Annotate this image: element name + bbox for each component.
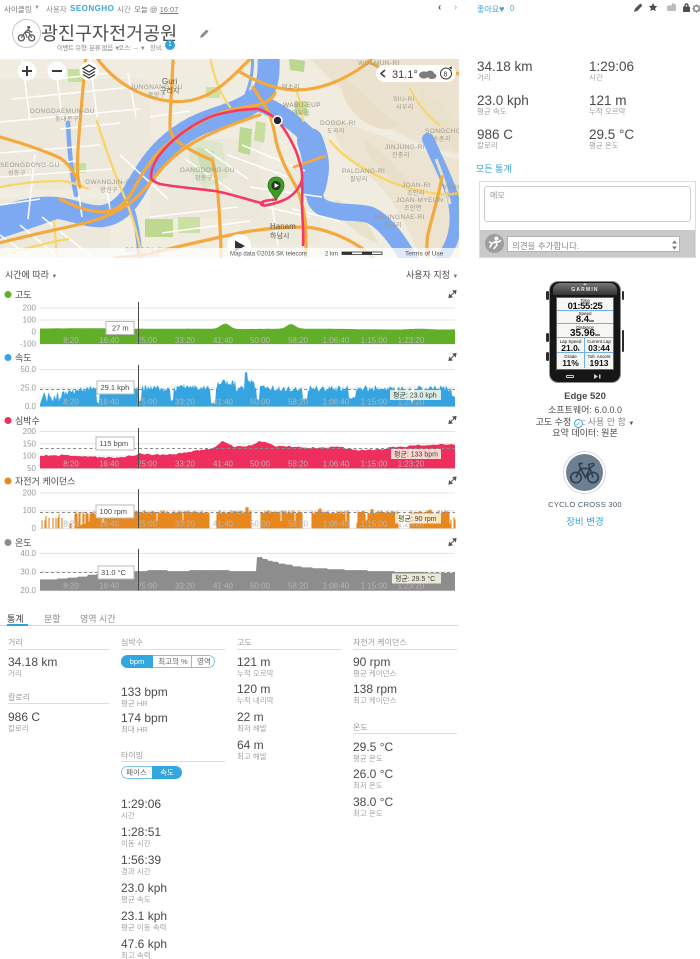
svg-text:도곡리: 도곡리 [327, 127, 345, 135]
svg-text:양서: 양서 [447, 191, 459, 199]
svg-text:50: 50 [27, 464, 36, 473]
svg-text:200: 200 [23, 427, 37, 436]
svg-text:송촌리: 송촌리 [433, 135, 451, 143]
svg-text:하남시: 하남시 [270, 231, 289, 240]
svg-text:50.0: 50.0 [20, 365, 36, 374]
svg-text:강동구: 강동구 [195, 174, 213, 182]
svg-text:Google: Google [3, 248, 34, 258]
svg-text:자전거 케이던스: 자전거 케이던스 [15, 477, 75, 487]
svg-text:40.0: 40.0 [20, 549, 36, 558]
svg-text:Terms of Use: Terms of Use [405, 251, 444, 258]
svg-text:조안리: 조안리 [407, 189, 425, 197]
svg-text:-100: -100 [20, 340, 37, 349]
svg-text:27 m: 27 m [112, 324, 129, 333]
svg-text:SEONGDONG-GU: SEONGDONG-GU [0, 162, 60, 169]
svg-text:100 rpm: 100 rpm [100, 507, 128, 516]
svg-text:31.1°: 31.1° [392, 69, 418, 81]
svg-text:평균: 23.0 kph: 평균: 23.0 kph [393, 391, 437, 400]
svg-text:PALDANG-RI: PALDANG-RI [342, 168, 385, 175]
svg-text:0: 0 [32, 328, 37, 337]
svg-text:시우리: 시우리 [396, 103, 414, 111]
svg-text:29.1 kph: 29.1 kph [101, 383, 130, 392]
svg-text:DOGOK-RI: DOGOK-RI [320, 120, 356, 127]
svg-text:Map data ©2016 SK telecom: Map data ©2016 SK telecom [230, 251, 307, 258]
svg-text:평균: 133 bpm: 평균: 133 bpm [394, 450, 438, 459]
svg-text:200: 200 [23, 489, 37, 498]
svg-text:Guri: Guri [162, 77, 177, 86]
svg-text:고도: 고도 [15, 290, 32, 300]
svg-text:JOAN-RI: JOAN-RI [402, 182, 431, 189]
svg-text:Hanam: Hanam [270, 222, 296, 231]
svg-text:0.0: 0.0 [25, 402, 37, 411]
svg-text:WABU-EUP: WABU-EUP [283, 102, 321, 109]
svg-text:150: 150 [23, 439, 37, 448]
svg-text:조안면: 조안면 [404, 204, 422, 212]
svg-text:진중리: 진중리 [392, 151, 410, 159]
svg-text:팔당리: 팔당리 [350, 175, 368, 183]
svg-text:100: 100 [23, 506, 37, 515]
svg-text:평균: 29.5 °C: 평균: 29.5 °C [395, 574, 435, 583]
svg-text:능내리: 능내리 [384, 221, 402, 229]
svg-text:JUNGNANG-GU: JUNGNANG-GU [130, 84, 183, 91]
svg-text:JOAN-MYEON: JOAN-MYEON [396, 197, 443, 204]
svg-text:NEUNGNAE-RI: NEUNGNAE-RI [375, 214, 425, 221]
svg-text:YANGS: YANGS [443, 184, 459, 191]
svg-text:30.0: 30.0 [20, 568, 36, 577]
svg-text:심박수: 심박수 [15, 416, 40, 426]
svg-text:구리시: 구리시 [160, 86, 179, 95]
svg-text:속도: 속도 [15, 353, 32, 363]
svg-text:DONGDAEMUN-GU: DONGDAEMUN-GU [30, 108, 95, 115]
svg-text:SONGCHON-: SONGCHON- [425, 128, 459, 135]
svg-text:2 km: 2 km [325, 252, 338, 258]
svg-text:GWANGJIN-GU: GWANGJIN-GU [85, 179, 136, 186]
svg-text:성동구: 성동구 [8, 169, 26, 177]
svg-text:와부읍: 와부읍 [292, 110, 310, 117]
svg-text:8: 8 [444, 72, 448, 79]
svg-text:JINJUNG-RI: JINJUNG-RI [385, 144, 425, 151]
svg-text:광진구: 광진구 [100, 186, 118, 194]
svg-text:SIU-RI: SIU-RI [393, 96, 415, 103]
svg-text:중랑구: 중랑구 [148, 92, 166, 99]
svg-text:115 bpm: 115 bpm [100, 439, 129, 448]
svg-text:온도: 온도 [15, 538, 32, 548]
svg-text:31.0 °C: 31.0 °C [101, 568, 127, 577]
svg-text:20.0: 20.0 [20, 586, 36, 595]
svg-text:100: 100 [23, 316, 37, 325]
svg-text:GANGDONG-GU: GANGDONG-GU [180, 167, 235, 174]
svg-text:25.0: 25.0 [20, 384, 36, 393]
svg-text:100: 100 [23, 452, 37, 461]
svg-text:평균: 90 rpm: 평균: 90 rpm [398, 514, 437, 523]
svg-text:동대문구: 동대문구 [55, 115, 79, 123]
svg-text:0: 0 [32, 524, 37, 533]
svg-text:200: 200 [23, 304, 37, 313]
svg-text:WOLMUN-RI: WOLMUN-RI [358, 60, 400, 67]
svg-text:덕소리: 덕소리 [282, 83, 300, 91]
